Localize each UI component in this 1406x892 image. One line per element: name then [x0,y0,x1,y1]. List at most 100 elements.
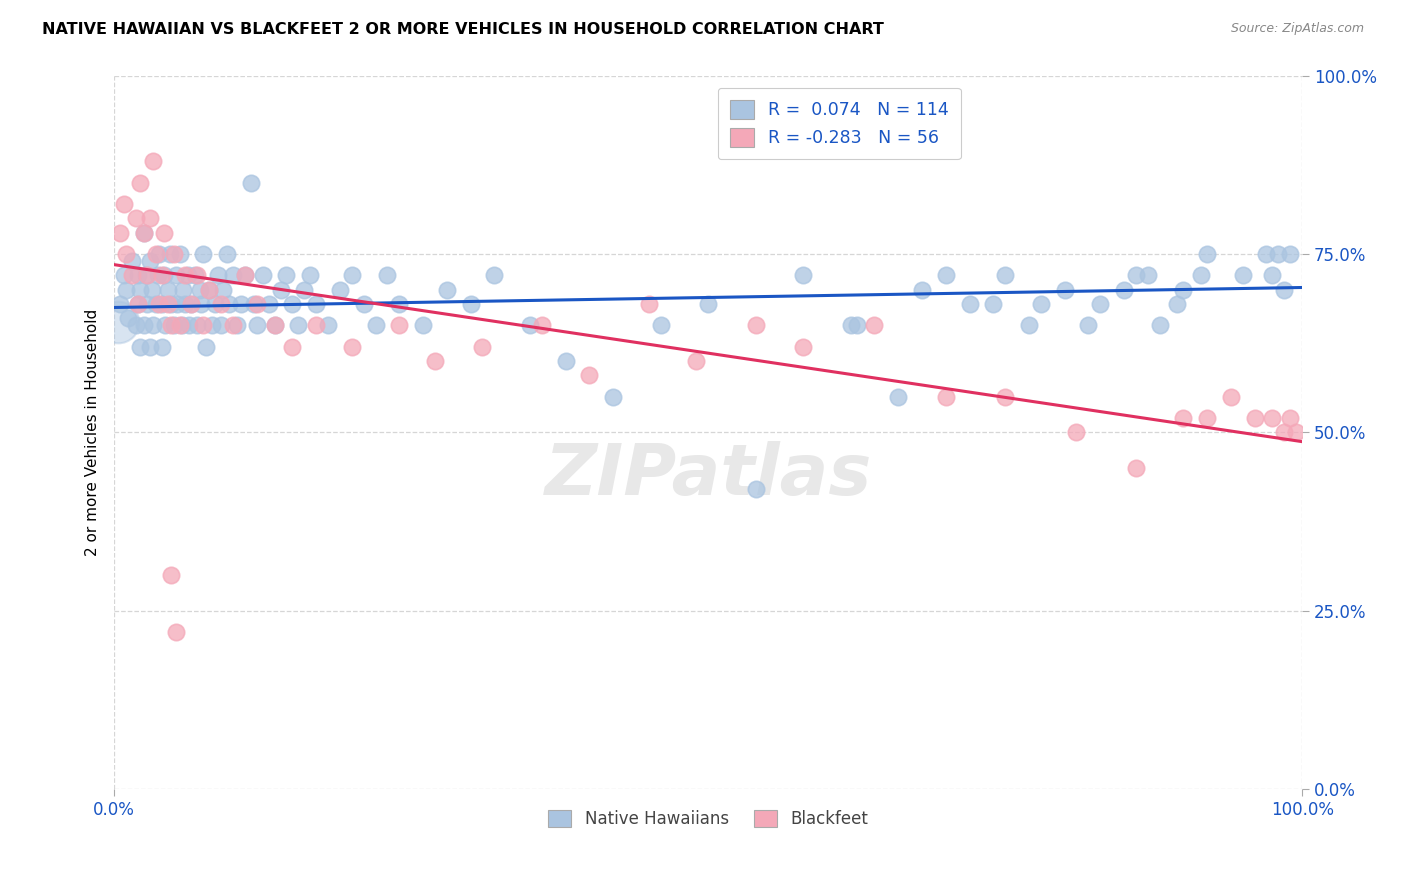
Point [388,318,411,333]
Point [225,318,247,333]
Point [246,297,269,311]
Point [139,254,162,268]
Point [108,226,131,240]
Point [162,318,184,333]
Point [554,354,576,368]
Point [188,283,211,297]
Point [212,283,235,297]
Point [994,390,1017,404]
Point [177,268,200,283]
Point [1166,297,1188,311]
Point [697,297,720,311]
Point [650,318,672,333]
Point [887,390,910,404]
Point [239,176,262,190]
Point [172,283,194,297]
Point [1173,411,1195,425]
Point [276,268,298,283]
Text: ZIPatlas: ZIPatlas [544,441,872,509]
Point [209,318,232,333]
Point [142,318,165,333]
Point [578,368,600,383]
Point [959,297,981,311]
Point [198,283,221,297]
Point [460,297,482,311]
Point [792,268,814,283]
Point [132,226,155,240]
Point [994,268,1017,283]
Point [127,297,149,311]
Point [162,247,184,261]
Point [305,318,328,333]
Point [1256,247,1278,261]
Point [243,297,266,311]
Point [257,297,280,311]
Point [935,268,957,283]
Point [132,318,155,333]
Point [340,340,363,354]
Point [193,247,215,261]
Point [1272,425,1295,440]
Point [160,318,183,333]
Point [1285,425,1308,440]
Point [150,340,173,354]
Point [388,297,411,311]
Point [135,268,157,283]
Point [423,354,446,368]
Point [329,283,352,297]
Point [150,297,173,311]
Point [744,483,766,497]
Point [1112,283,1135,297]
Point [270,283,292,297]
Legend: Native Hawaiians, Blackfeet: Native Hawaiians, Blackfeet [541,803,875,834]
Point [530,318,553,333]
Point [602,390,624,404]
Point [115,247,138,261]
Point [471,340,494,354]
Point [165,625,187,640]
Point [142,154,165,169]
Text: NATIVE HAWAIIAN VS BLACKFEET 2 OR MORE VEHICLES IN HOUSEHOLD CORRELATION CHART: NATIVE HAWAIIAN VS BLACKFEET 2 OR MORE V… [42,22,884,37]
Point [150,268,173,283]
Point [132,226,155,240]
Point [377,268,399,283]
Point [156,283,179,297]
Point [129,340,152,354]
Point [218,297,240,311]
Point [1053,283,1076,297]
Point [139,211,162,226]
Point [169,318,191,333]
Point [292,283,315,297]
Point [1125,268,1147,283]
Point [839,318,862,333]
Point [180,297,202,311]
Point [1267,247,1289,261]
Point [637,297,659,311]
Point [744,318,766,333]
Point [169,247,191,261]
Point [233,268,256,283]
Point [484,268,506,283]
Point [190,297,212,311]
Point [136,268,159,283]
Point [129,176,152,190]
Point [1125,461,1147,475]
Point [156,297,179,311]
Point [863,318,886,333]
Point [519,318,541,333]
Point [935,390,957,404]
Point [136,297,159,311]
Point [107,315,129,329]
Point [146,268,169,283]
Point [155,318,177,333]
Point [198,283,221,297]
Point [207,268,229,283]
Point [1197,247,1219,261]
Point [222,268,245,283]
Point [1272,283,1295,297]
Point [981,297,1004,311]
Point [340,268,363,283]
Point [1029,297,1052,311]
Point [124,318,146,333]
Point [139,340,162,354]
